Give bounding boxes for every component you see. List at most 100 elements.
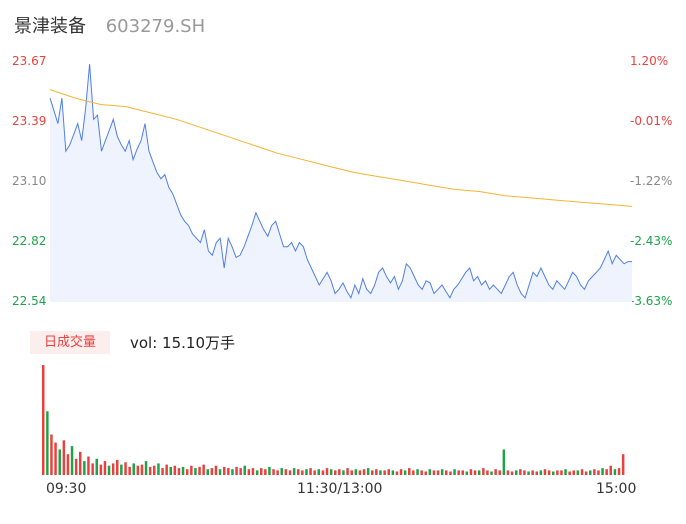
volume-bar bbox=[346, 468, 349, 475]
x-tick: 09:30 bbox=[46, 481, 87, 497]
volume-bar bbox=[494, 469, 497, 475]
volume-bar bbox=[305, 469, 308, 475]
volume-bar bbox=[572, 470, 575, 475]
volume-bar bbox=[519, 469, 522, 475]
volume-bar bbox=[395, 471, 399, 475]
volume-bar bbox=[120, 464, 123, 475]
volume-bar bbox=[66, 454, 70, 475]
volume-bar bbox=[144, 461, 148, 475]
y-tick-left: 22.54 bbox=[12, 294, 47, 308]
volume-bar bbox=[445, 470, 448, 475]
volume-bar bbox=[449, 471, 452, 475]
volume-bar bbox=[617, 468, 621, 475]
volume-bar bbox=[502, 449, 506, 475]
y-tick-right: -2.43% bbox=[630, 234, 673, 248]
volume-bar bbox=[190, 465, 193, 475]
volume-bar bbox=[527, 471, 530, 475]
volume-bar bbox=[601, 468, 604, 475]
volume-bar bbox=[239, 468, 242, 475]
volume-bar bbox=[350, 470, 353, 475]
volume-bar bbox=[181, 466, 185, 475]
volume-bar bbox=[124, 462, 127, 475]
y-tick-right: -3.63% bbox=[630, 294, 673, 308]
price-area bbox=[50, 64, 632, 302]
volume-bar bbox=[342, 470, 345, 475]
volume-bar bbox=[568, 471, 571, 475]
volume-bar bbox=[362, 469, 366, 475]
volume-bar bbox=[148, 466, 152, 475]
volume-bar bbox=[198, 466, 201, 475]
volume-bar bbox=[297, 469, 300, 475]
volume-bar bbox=[605, 469, 608, 475]
volume-text: vol: 15.10万手 bbox=[130, 334, 235, 352]
volume-bar bbox=[214, 465, 218, 475]
volume-bar bbox=[432, 470, 436, 475]
volume-bar bbox=[440, 469, 444, 475]
y-tick-left: 22.82 bbox=[12, 234, 47, 248]
volume-bar bbox=[490, 471, 493, 475]
volume-bar bbox=[136, 465, 140, 475]
volume-bar bbox=[371, 470, 374, 475]
volume-bar bbox=[334, 470, 337, 475]
volume-bar bbox=[218, 469, 222, 475]
volume-badge: 日成交量 bbox=[30, 331, 110, 354]
volume-bar bbox=[313, 470, 316, 475]
volume-bar bbox=[116, 459, 119, 475]
volume-bar bbox=[453, 469, 456, 475]
volume-bar bbox=[515, 470, 518, 475]
volume-bar bbox=[457, 470, 460, 475]
volume-bar bbox=[280, 468, 283, 475]
volume-bar bbox=[231, 469, 234, 475]
volume-bar bbox=[399, 469, 403, 475]
volume-bar bbox=[424, 471, 427, 475]
volume-bar bbox=[99, 464, 103, 475]
volume-bar bbox=[91, 463, 94, 475]
volume-bar bbox=[87, 456, 90, 475]
volume-bar bbox=[177, 468, 181, 475]
volume-bar bbox=[473, 470, 477, 475]
volume-bar bbox=[465, 471, 469, 475]
volume-bar bbox=[62, 440, 66, 475]
volume-bar bbox=[111, 463, 115, 475]
volume-bar bbox=[268, 466, 271, 475]
volume-bar bbox=[383, 470, 386, 475]
volume-bar bbox=[564, 469, 567, 475]
volume-bar bbox=[42, 365, 45, 475]
volume-bar bbox=[309, 468, 312, 475]
volume-bar bbox=[54, 442, 57, 475]
volume-bar bbox=[477, 470, 481, 475]
volume-bar bbox=[506, 470, 510, 475]
volume-bar bbox=[387, 469, 390, 475]
volume-bar bbox=[153, 465, 156, 475]
volume-bar bbox=[560, 470, 563, 475]
volume-bar bbox=[264, 469, 267, 475]
volume-bar bbox=[288, 470, 292, 475]
volume-bar bbox=[482, 468, 485, 475]
volume-bar bbox=[103, 461, 107, 475]
volume-bar bbox=[523, 470, 526, 475]
x-tick: 15:00 bbox=[596, 481, 637, 497]
volume-bar bbox=[206, 469, 209, 475]
volume-bar bbox=[375, 469, 378, 475]
volume-bar bbox=[531, 470, 534, 475]
volume-bar bbox=[589, 470, 592, 475]
volume-bar bbox=[243, 465, 246, 475]
volume-bar bbox=[301, 470, 304, 475]
x-tick: 11:30/13:00 bbox=[297, 481, 383, 497]
volume-bar bbox=[420, 470, 423, 475]
volume-bar bbox=[436, 470, 440, 475]
volume-bar bbox=[338, 469, 341, 475]
price-line bbox=[49, 64, 632, 299]
volume-bar bbox=[416, 469, 419, 475]
volume-bar bbox=[210, 468, 214, 475]
volume-bar bbox=[379, 470, 382, 475]
volume-bar bbox=[498, 470, 501, 475]
volume-bar bbox=[354, 469, 358, 475]
volume-bar bbox=[593, 469, 596, 475]
volume-bar bbox=[597, 470, 600, 475]
y-tick-left: 23.10 bbox=[12, 174, 47, 188]
volume-bar bbox=[194, 468, 197, 475]
volume-bar bbox=[317, 469, 320, 475]
volume-bar bbox=[366, 468, 370, 475]
volume-bar bbox=[284, 469, 288, 475]
